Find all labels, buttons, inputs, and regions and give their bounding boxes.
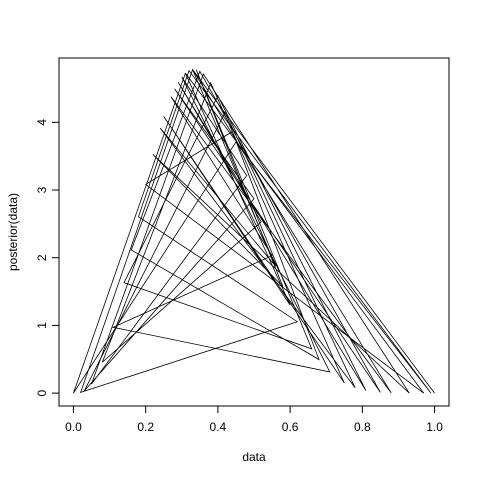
- y-tick-label: 0: [35, 389, 49, 396]
- series-line-0: [73, 68, 435, 394]
- y-axis-label: posterior(data): [6, 193, 20, 271]
- y-tick-label: 2: [35, 254, 49, 261]
- y-tick-label: 3: [35, 186, 49, 193]
- x-axis-label: data: [242, 450, 266, 464]
- y-axis: 0 1 2 3 4: [35, 119, 60, 396]
- series-lines: [73, 68, 435, 394]
- x-tick-label: 0.4: [210, 420, 227, 434]
- x-tick-label: 0.8: [354, 420, 371, 434]
- x-tick-label: 0.2: [137, 420, 154, 434]
- x-tick-label: 0.6: [282, 420, 299, 434]
- x-tick-label: 0.0: [65, 420, 82, 434]
- x-axis: 0.0 0.2 0.4 0.6 0.8 1.0: [65, 405, 443, 434]
- y-tick-label: 1: [35, 322, 49, 329]
- y-tick-label: 4: [35, 119, 49, 126]
- x-tick-label: 1.0: [426, 420, 443, 434]
